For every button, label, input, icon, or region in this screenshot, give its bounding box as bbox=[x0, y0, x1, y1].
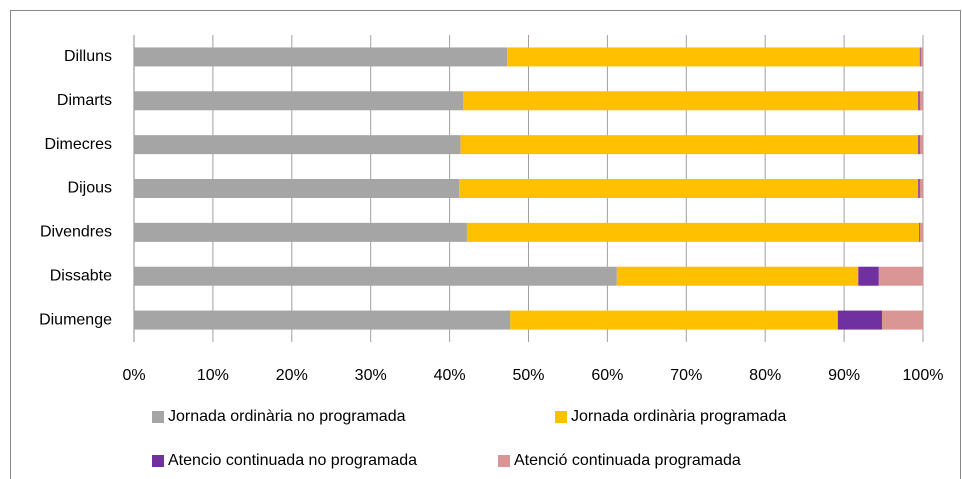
bar-segment bbox=[134, 222, 467, 242]
x-tick-label: 30% bbox=[355, 367, 387, 384]
legend-label: Jornada ordinària programada bbox=[571, 408, 786, 425]
y-tick-label: Divendres bbox=[40, 224, 112, 241]
bar-segment bbox=[919, 222, 920, 242]
bar-segment bbox=[881, 310, 923, 330]
bar-segment bbox=[466, 222, 920, 242]
bar-segment bbox=[919, 91, 923, 111]
legend-label: Atenció continuada programada bbox=[514, 452, 741, 469]
legend-label: Atencio continuada no programada bbox=[168, 452, 417, 469]
bar-segment bbox=[134, 47, 508, 67]
bar-segment bbox=[919, 222, 923, 242]
bar-segment bbox=[919, 135, 923, 155]
x-tick-label: 50% bbox=[512, 367, 544, 384]
bar-segment bbox=[918, 179, 920, 198]
y-tick-label: Dijous bbox=[68, 180, 112, 197]
x-tick-label: 70% bbox=[670, 367, 702, 384]
legend-swatch bbox=[498, 455, 510, 467]
legend-swatch bbox=[555, 411, 567, 423]
y-tick-label: Dissabte bbox=[50, 267, 112, 284]
x-tick-label: 80% bbox=[749, 367, 781, 384]
bar-segment bbox=[507, 47, 920, 67]
y-tick-label: Dilluns bbox=[64, 48, 112, 65]
bar-segment bbox=[616, 266, 859, 286]
bar-segment bbox=[919, 47, 921, 67]
bar-segment bbox=[134, 266, 617, 286]
x-tick-label: 100% bbox=[903, 367, 944, 384]
bar-segment bbox=[858, 266, 879, 286]
x-tick-label: 0% bbox=[122, 367, 145, 384]
x-tick-label: 60% bbox=[591, 367, 623, 384]
bar-segment bbox=[510, 310, 838, 330]
bar-segment bbox=[919, 179, 923, 198]
bar-segment bbox=[460, 135, 919, 155]
legend-label: Jornada ordinària no programada bbox=[168, 408, 406, 425]
x-tick-label: 90% bbox=[828, 367, 860, 384]
bar-segment bbox=[463, 91, 919, 111]
bar-segment bbox=[920, 47, 923, 67]
bar-segment bbox=[918, 91, 920, 111]
bar-segment bbox=[134, 135, 461, 155]
chart-frame bbox=[10, 10, 961, 479]
bar-segment bbox=[918, 135, 920, 155]
y-tick-label: Dimarts bbox=[57, 92, 112, 109]
bar-segment bbox=[134, 91, 464, 111]
x-tick-label: 10% bbox=[197, 367, 229, 384]
bar-segment bbox=[837, 310, 882, 330]
bar-segment bbox=[459, 179, 919, 198]
legend-swatch bbox=[152, 411, 164, 423]
bar-segment bbox=[878, 266, 923, 286]
bar-segment bbox=[134, 179, 460, 198]
y-tick-label: Diumenge bbox=[39, 311, 112, 328]
y-tick-label: Dimecres bbox=[44, 136, 112, 153]
bar-segment bbox=[134, 310, 511, 330]
x-tick-label: 20% bbox=[276, 367, 308, 384]
x-tick-label: 40% bbox=[434, 367, 466, 384]
legend-swatch bbox=[152, 455, 164, 467]
